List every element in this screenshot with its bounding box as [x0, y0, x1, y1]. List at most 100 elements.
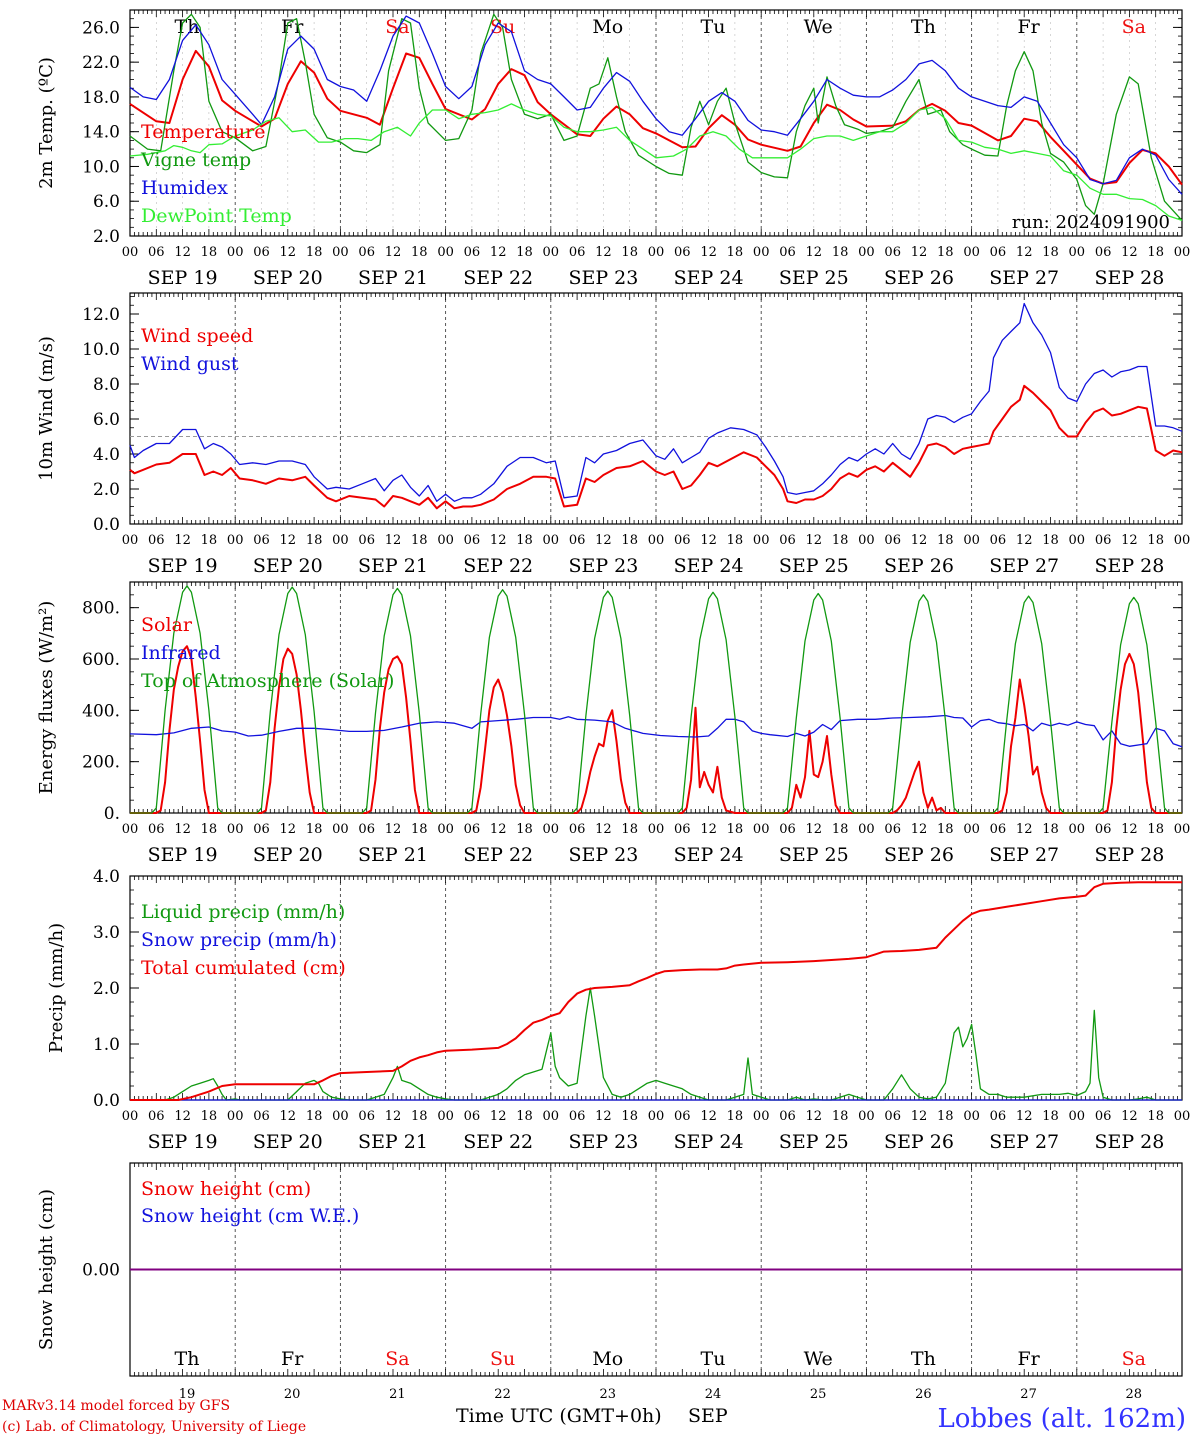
x-hour-label: 18 — [832, 245, 849, 260]
x-hour-label: 00 — [332, 822, 349, 837]
x-hour-label: 06 — [148, 245, 165, 260]
day-number-label: 27 — [1020, 1387, 1037, 1402]
x-hour-label: 12 — [385, 533, 402, 548]
x-date-label: SEP 27 — [989, 1131, 1059, 1153]
x-hour-label: 00 — [122, 533, 139, 548]
x-hour-label: 00 — [1069, 533, 1086, 548]
x-hour-label: 12 — [1016, 533, 1033, 548]
series-line-1 — [129, 384, 1183, 510]
x-hour-label: 06 — [358, 822, 375, 837]
y-tick-label: 2.0 — [93, 227, 120, 247]
day-number-label: 20 — [284, 1387, 301, 1402]
series-line-3 — [130, 585, 1182, 814]
x-hour-label: 12 — [174, 245, 191, 260]
legend-entry: DewPoint Temp — [141, 205, 292, 227]
weekday-label: Mo — [592, 1348, 623, 1370]
x-hour-label: 00 — [963, 822, 980, 837]
y-tick-label: 200. — [82, 753, 120, 773]
x-date-label: SEP 24 — [674, 267, 744, 289]
x-hour-label: 18 — [621, 245, 638, 260]
x-hour-label: 06 — [148, 1109, 165, 1124]
series-line-3 — [129, 15, 1183, 195]
x-hour-label: 06 — [990, 533, 1007, 548]
weekday-label: Mo — [592, 16, 623, 38]
x-hour-label: 12 — [385, 245, 402, 260]
x-hour-label: 06 — [779, 245, 796, 260]
x-hour-label: 00 — [1174, 1109, 1191, 1124]
x-date-label: SEP 28 — [1094, 267, 1164, 289]
x-hour-label: 12 — [1016, 822, 1033, 837]
x-hour-label: 18 — [306, 822, 323, 837]
x-date-label: SEP 21 — [358, 844, 428, 866]
weekday-label: Th — [911, 1348, 936, 1370]
x-hour-label: 00 — [858, 533, 875, 548]
x-hour-label: 12 — [595, 533, 612, 548]
footer-model-credit: MARv3.14 model forced by GFS — [2, 1398, 231, 1414]
x-hour-label: 18 — [306, 533, 323, 548]
y-tick-label: 2.0 — [93, 979, 120, 999]
x-hour-label: 12 — [174, 533, 191, 548]
x-hour-label: 12 — [280, 533, 297, 548]
x-hour-label: 12 — [911, 245, 928, 260]
x-hour-label: 06 — [253, 245, 270, 260]
x-hour-label: 06 — [884, 822, 901, 837]
day-number-label: 26 — [915, 1387, 932, 1402]
x-hour-label: 18 — [937, 822, 954, 837]
weekday-label: We — [804, 16, 833, 38]
x-hour-label: 12 — [700, 1109, 717, 1124]
x-hour-label: 12 — [911, 533, 928, 548]
x-hour-label: 06 — [990, 245, 1007, 260]
x-hour-label: 18 — [621, 533, 638, 548]
station-name: Lobbes (alt. 162m) — [937, 1404, 1186, 1434]
weekday-label: Fr — [281, 16, 304, 38]
x-hour-label: 06 — [1095, 822, 1112, 837]
x-date-label: SEP 26 — [884, 267, 954, 289]
legend-entry: Wind gust — [141, 353, 239, 375]
weekday-label: Fr — [1017, 16, 1040, 38]
x-hour-label: 18 — [1147, 822, 1164, 837]
series-line-2 — [129, 302, 1183, 502]
footer-copyright: (c) Lab. of Climatology, University of L… — [2, 1419, 307, 1435]
x-date-label: SEP 26 — [884, 555, 954, 577]
x-hour-label: 12 — [1016, 1109, 1033, 1124]
x-hour-label: 00 — [437, 1109, 454, 1124]
x-hour-label: 12 — [806, 822, 823, 837]
legend-entry: Solar — [141, 614, 193, 636]
panel-1: 2.0 6.0 10.0 14.0 18.0 22.0 26.0 2m Temp. (ºC) 0… — [36, 9, 1190, 289]
x-date-label: SEP 21 — [358, 1131, 428, 1153]
y-tick-label: 0. — [104, 804, 120, 824]
x-hour-label: 00 — [543, 533, 560, 548]
day-number-label: 21 — [389, 1387, 406, 1402]
series-line-2 — [129, 714, 1183, 748]
x-hour-label: 06 — [990, 822, 1007, 837]
legend-entry: Snow precip (mm/h) — [141, 929, 337, 951]
x-hour-label: 06 — [148, 533, 165, 548]
x-hour-label: 00 — [227, 822, 244, 837]
y-tick-label: 6.0 — [93, 192, 120, 212]
x-hour-label: 00 — [332, 245, 349, 260]
series-line-1 — [130, 987, 1182, 1101]
y-tick-label: 26.0 — [82, 18, 120, 38]
x-hour-label: 18 — [411, 1109, 428, 1124]
weekday-label: We — [804, 1348, 833, 1370]
weekday-label: Fr — [1017, 1348, 1040, 1370]
x-date-label: SEP 24 — [674, 555, 744, 577]
x-hour-label: 18 — [832, 1109, 849, 1124]
x-hour-label: 06 — [1095, 1109, 1112, 1124]
x-hour-label: 18 — [411, 245, 428, 260]
x-hour-label: 12 — [595, 822, 612, 837]
x-hour-label: 18 — [516, 245, 533, 260]
x-hour-label: 12 — [806, 245, 823, 260]
legend-entry: Infrared — [141, 642, 221, 664]
x-hour-label: 06 — [358, 245, 375, 260]
x-date-label: SEP 22 — [463, 267, 533, 289]
legend-entry: Top of Atmosphere (Solar) — [141, 670, 394, 692]
x-hour-label: 12 — [280, 1109, 297, 1124]
x-hour-label: 00 — [963, 533, 980, 548]
run-label: run: 2024091900 — [1012, 212, 1170, 233]
x-hour-label: 18 — [1147, 245, 1164, 260]
x-hour-label: 00 — [753, 245, 770, 260]
x-hour-label: 18 — [1042, 822, 1059, 837]
x-hour-label: 12 — [490, 245, 507, 260]
weekday-label: Sa — [1122, 16, 1146, 38]
